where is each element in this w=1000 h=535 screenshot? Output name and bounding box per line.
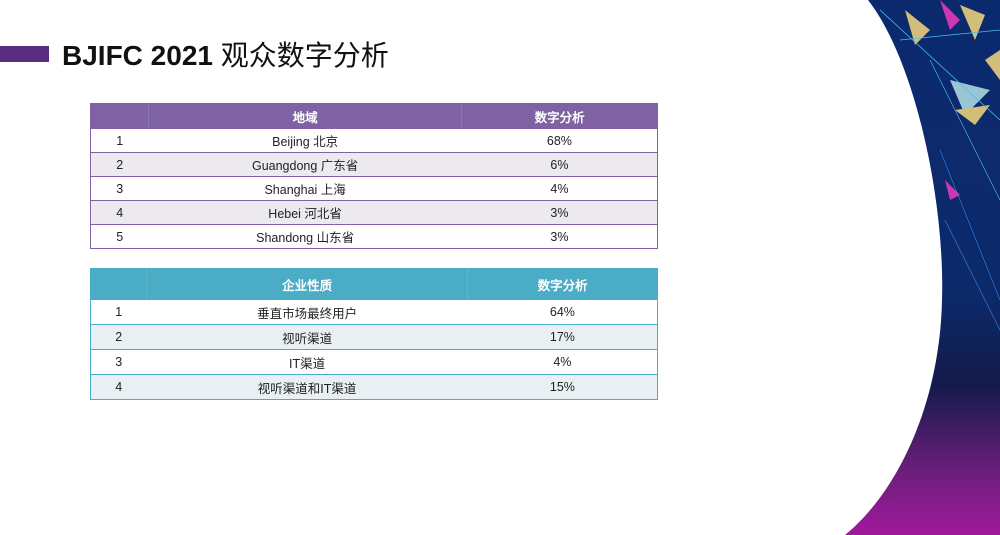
table-row: 3 Shanghai 上海 4% (90, 176, 658, 201)
row-index: 5 (90, 224, 149, 249)
row-region: Beijing 北京 (148, 128, 462, 153)
row-value: 64% (467, 299, 658, 325)
region-table: 地域 数字分析 1 Beijing 北京 68% 2 Guangdong 广东省 6% … (90, 103, 658, 249)
row-value: 68% (461, 128, 658, 153)
row-index: 1 (90, 128, 149, 153)
row-region: Hebei 河北省 (148, 200, 462, 225)
header-value: 数字分析 (467, 268, 658, 300)
company-type-table: 企业性质 数字分析 1 垂直市场最终用户 64% 2 视听渠道 17% 3 IT渠道 4% … (90, 268, 658, 400)
page-title: BJIFC 2021 观众数字分析 (62, 34, 389, 74)
row-index: 3 (90, 176, 149, 201)
row-value: 3% (461, 224, 658, 249)
row-index: 3 (90, 349, 147, 375)
table-row: 3 IT渠道 4% (90, 349, 658, 375)
row-company-type: IT渠道 (146, 349, 468, 375)
table-row: 1 Beijing 北京 68% (90, 128, 658, 153)
header-company-type: 企业性质 (145, 268, 468, 300)
row-value: 4% (467, 349, 658, 375)
header-index (90, 268, 147, 300)
title-latin: BJIFC 2021 (62, 40, 213, 71)
row-region: Guangdong 广东省 (148, 152, 462, 177)
row-value: 6% (461, 152, 658, 177)
row-region: Shandong 山东省 (148, 224, 462, 249)
row-index: 2 (90, 152, 149, 177)
table-row: 5 Shandong 山东省 3% (90, 224, 658, 249)
table-header-row: 企业性质 数字分析 (90, 268, 658, 300)
table-row: 4 Hebei 河北省 3% (90, 200, 658, 225)
row-company-type: 视听渠道和IT渠道 (146, 374, 468, 400)
row-value: 15% (467, 374, 658, 400)
row-value: 4% (461, 176, 658, 201)
row-company-type: 垂直市场最终用户 (146, 299, 468, 325)
row-value: 17% (467, 324, 658, 350)
table-row: 2 Guangdong 广东省 6% (90, 152, 658, 177)
header-index (90, 103, 149, 129)
table-row: 1 垂直市场最终用户 64% (90, 299, 658, 325)
header-value: 数字分析 (461, 103, 658, 129)
table-header-row: 地域 数字分析 (90, 103, 658, 129)
row-index: 4 (90, 374, 147, 400)
row-company-type: 视听渠道 (146, 324, 468, 350)
row-value: 3% (461, 200, 658, 225)
row-index: 2 (90, 324, 147, 350)
header-region: 地域 (147, 103, 462, 129)
row-index: 1 (90, 299, 147, 325)
table-row: 2 视听渠道 17% (90, 324, 658, 350)
row-index: 4 (90, 200, 149, 225)
title-cjk: 观众数字分析 (220, 40, 389, 71)
network-graphic (879, 0, 1000, 331)
row-region: Shanghai 上海 (148, 176, 462, 201)
title-accent-bar (0, 46, 49, 62)
table-row: 4 视听渠道和IT渠道 15% (90, 374, 658, 400)
